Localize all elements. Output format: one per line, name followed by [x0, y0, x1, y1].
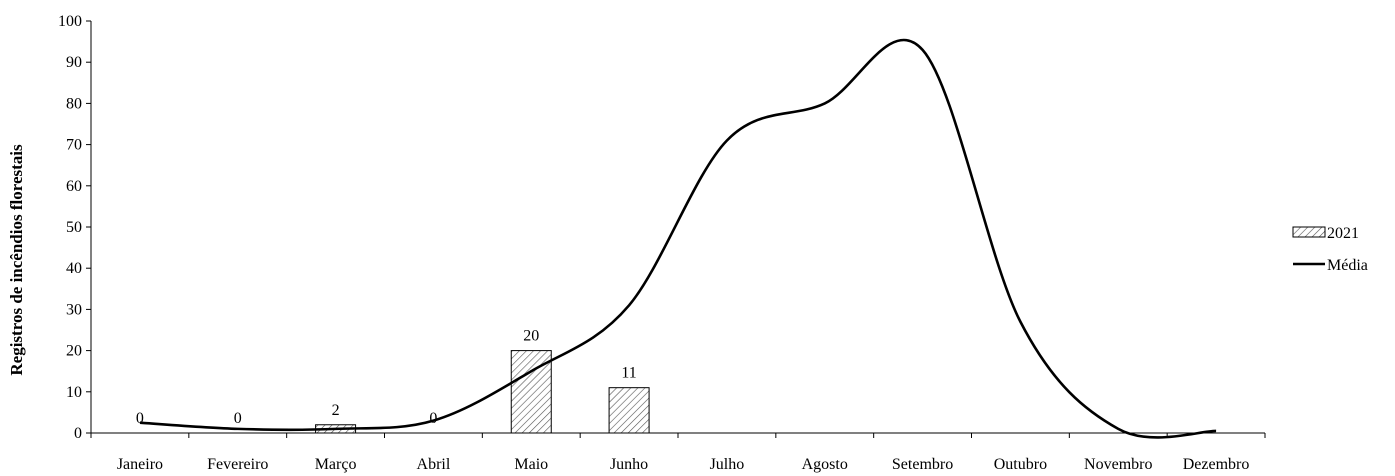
y-tick-label: 90: [66, 54, 82, 71]
x-tick-label: Março: [315, 456, 357, 473]
y-tick-label: 100: [58, 13, 82, 30]
x-tick-label: Maio: [514, 456, 548, 473]
y-tick-label: 20: [66, 343, 82, 360]
x-tick-label: Novembro: [1084, 456, 1152, 473]
y-tick-label: 40: [66, 260, 82, 277]
y-axis-title: Registros de incêndios florestais: [7, 144, 26, 376]
x-tick-label: Junho: [610, 456, 648, 473]
series-line-media: [139, 39, 1217, 439]
y-tick-label: 0: [74, 425, 82, 442]
bar-value-label: 2: [332, 402, 340, 419]
bar-value-label: 0: [234, 410, 242, 427]
y-tick-label: 60: [66, 178, 82, 195]
y-ticks: 0 10 20 30 40 50 60 70 80 90 100: [58, 13, 91, 442]
x-tick-label: Outubro: [994, 456, 1047, 473]
bar-2021: [608, 387, 650, 434]
x-tick-label: Dezembro: [1183, 456, 1250, 473]
bar-value-label: 20: [523, 328, 539, 345]
x-tick-label: Fevereiro: [207, 456, 268, 473]
bar-value-label: 0: [429, 410, 437, 427]
bar-value-label: 11: [621, 365, 636, 382]
x-tick-label: Janeiro: [117, 456, 163, 473]
y-tick-label: 50: [66, 219, 82, 236]
x-tick-label: Abril: [417, 456, 451, 473]
x-tick-label: Agosto: [802, 456, 848, 473]
y-tick-label: 10: [66, 384, 82, 401]
x-tick-label: Julho: [710, 456, 745, 473]
y-tick-label: 80: [66, 95, 82, 112]
y-tick-label: 30: [66, 301, 82, 318]
bar-value-label: 0: [136, 410, 144, 427]
x-ticks: Janeiro Fevereiro Março Abril Maio Junho Julho…: [90, 433, 1266, 473]
y-tick-label: 70: [66, 137, 82, 154]
legend-swatch-2021: [1292, 226, 1326, 238]
bars-2021: [315, 350, 650, 434]
legend-label-2021: 2021: [1327, 225, 1359, 242]
legend: 2021 Média: [1292, 225, 1368, 274]
legend-label-media: Média: [1327, 257, 1368, 274]
x-tick-label: Setembro: [892, 456, 953, 473]
